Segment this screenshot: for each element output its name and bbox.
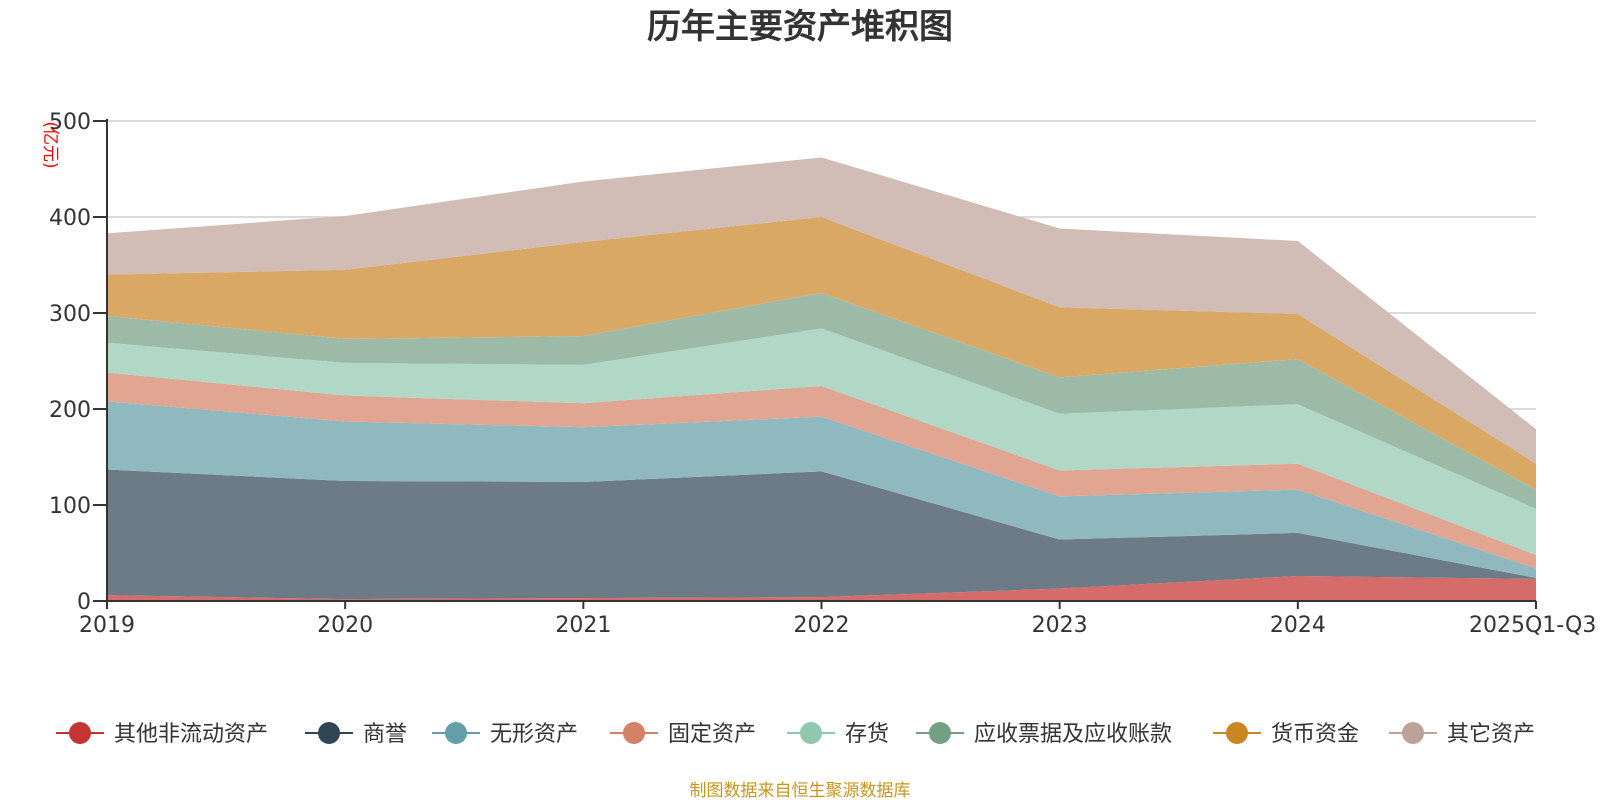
y-tick-label: 500 bbox=[49, 110, 91, 135]
legend-label: 应收票据及应收账款 bbox=[974, 722, 1172, 747]
legend-marker bbox=[1402, 722, 1424, 744]
legend-label: 固定资产 bbox=[668, 722, 756, 747]
axes: 0 100 200 300 400 500 2019 2020 2021 2022 2023 2024… bbox=[49, 110, 1596, 638]
area-series-5 bbox=[107, 292, 1536, 509]
legend-item-4[interactable]: 存货 bbox=[787, 722, 889, 747]
legend-label: 其它资产 bbox=[1447, 722, 1535, 747]
x-tick-label: 2022 bbox=[794, 613, 850, 638]
legend-label: 存货 bbox=[845, 722, 889, 747]
y-tick-label: 300 bbox=[49, 302, 91, 327]
data-source-note: 制图数据来自恒生聚源数据库 bbox=[690, 781, 911, 800]
x-tick-label: 2023 bbox=[1032, 613, 1088, 638]
area-series-3 bbox=[107, 372, 1536, 569]
legend-label: 其他非流动资产 bbox=[114, 722, 268, 747]
area-series-1 bbox=[107, 469, 1536, 600]
x-tick-label: 2020 bbox=[317, 613, 373, 638]
legend-item-5[interactable]: 应收票据及应收账款 bbox=[916, 722, 1172, 747]
y-axis-unit: (亿元) bbox=[40, 121, 60, 168]
chart-title: 历年主要资产堆积图 bbox=[647, 7, 953, 47]
y-tick-label: 100 bbox=[49, 494, 91, 519]
legend-item-1[interactable]: 商誉 bbox=[305, 722, 407, 747]
legend[interactable]: 其他非流动资产 商誉 无形资产 固定资产 存货 应收票据及应收账款 货币资金 其它资产 bbox=[56, 722, 1535, 747]
legend-marker bbox=[800, 722, 822, 744]
legend-marker bbox=[318, 722, 340, 744]
x-tick-label: 2021 bbox=[555, 613, 611, 638]
legend-item-0[interactable]: 其他非流动资产 bbox=[56, 722, 268, 747]
y-tick-label: 400 bbox=[49, 206, 91, 231]
area-series-group bbox=[107, 157, 1536, 601]
legend-label: 货币资金 bbox=[1271, 722, 1359, 747]
area-series-0 bbox=[107, 576, 1536, 601]
x-tick-label: 2019 bbox=[79, 613, 135, 638]
legend-label: 商誉 bbox=[363, 722, 407, 747]
legend-marker bbox=[69, 722, 91, 744]
area-series-7 bbox=[107, 157, 1536, 464]
x-tick-label: 2024 bbox=[1270, 613, 1326, 638]
x-tick-label: 2025Q1-Q3 bbox=[1469, 613, 1596, 638]
area-series-4 bbox=[107, 328, 1536, 555]
legend-item-3[interactable]: 固定资产 bbox=[610, 722, 756, 747]
area-series-2 bbox=[107, 401, 1536, 578]
legend-item-7[interactable]: 其它资产 bbox=[1389, 722, 1535, 747]
legend-label: 无形资产 bbox=[490, 722, 578, 747]
legend-marker bbox=[929, 722, 951, 744]
y-tick-label: 200 bbox=[49, 398, 91, 423]
area-series-6 bbox=[107, 217, 1536, 490]
legend-marker bbox=[1226, 722, 1248, 744]
legend-marker bbox=[445, 722, 467, 744]
y-tick-label: 0 bbox=[77, 590, 91, 615]
legend-marker bbox=[623, 722, 645, 744]
legend-item-6[interactable]: 货币资金 bbox=[1213, 722, 1359, 747]
legend-item-2[interactable]: 无形资产 bbox=[432, 722, 578, 747]
